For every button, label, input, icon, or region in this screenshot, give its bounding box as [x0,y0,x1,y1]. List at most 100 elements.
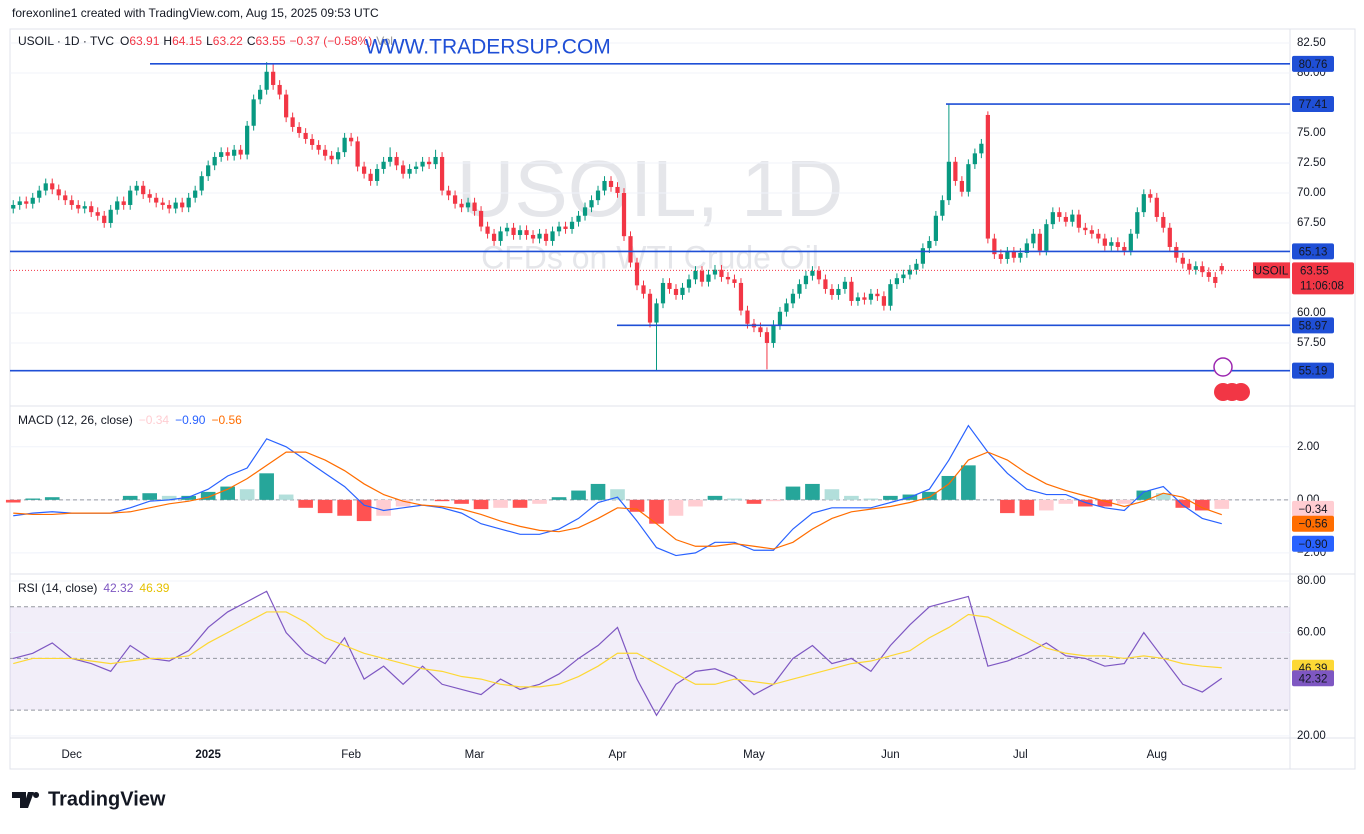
histogram-bar [493,499,508,508]
candle-body [693,270,698,280]
candle-body [1219,266,1224,271]
candle-body [654,303,659,323]
candle-body [167,204,172,209]
candle-body [336,152,341,160]
candle-body [394,156,399,166]
candle-body [1096,233,1101,239]
o-letter: O [120,34,129,48]
candle-body [439,156,445,191]
histogram-bar [1136,490,1152,500]
watermark-description: CFDs on WTI Crude Oil [481,239,819,275]
level-label-bg [1292,96,1334,113]
histogram-bar [1078,499,1093,507]
candle-body [1187,263,1192,270]
histogram-bar [259,473,274,500]
candle-body [160,202,165,205]
candle-body [569,221,575,229]
candle-body [37,190,42,198]
candle-body [433,156,438,165]
x-tick-label: Aug [1147,749,1167,761]
candle-body [1174,246,1179,258]
candle-body [1011,251,1016,258]
histogram-bar [649,499,664,524]
level-label: 77.41 [1299,99,1328,111]
candle-body [43,183,48,191]
candle-body [1122,246,1127,251]
histogram-bar [1214,499,1230,509]
candle-body [511,227,516,235]
y-tick-label: 80.00 [1297,575,1326,587]
candle-body [1102,238,1107,246]
candle-body [491,233,497,241]
indicator-line [13,611,1222,688]
candle-body [738,282,744,311]
histogram-bar [1155,493,1171,500]
candle-body [647,293,653,323]
l-letter: L [206,34,213,48]
flag-icon [1232,383,1250,401]
candle-body [699,270,705,282]
level-label: 55.19 [1299,366,1328,378]
candle-body [1044,224,1049,251]
symbol-tag: USOIL [1254,265,1289,277]
candle-body [407,168,412,174]
histogram-bar [454,499,469,504]
candle-body [790,293,796,304]
candle-body [1200,266,1205,273]
candle-body [50,183,55,190]
candle-body [1070,214,1075,222]
candle-body [543,233,549,241]
event-icons [1213,357,1250,401]
candle-body [316,144,321,150]
histogram-bar [785,486,801,500]
candle-body [1018,252,1023,258]
macd-tag-bg [1292,535,1334,552]
candle-body [342,137,347,153]
candle-body [582,207,588,216]
candle-body [95,212,100,216]
candle-body [979,143,984,154]
candle-body [310,138,315,145]
price-tag-bg [1292,262,1354,295]
x-tick-label: Jun [881,749,900,761]
candle-body [784,303,789,312]
histogram-bar [395,499,411,507]
brand: WWW.TRADERSUP.COM [365,36,611,59]
candle-body [998,254,1003,259]
candle-body [459,203,464,208]
histogram-bar [610,489,625,500]
histogram-bar [298,499,313,508]
candle-body [732,279,737,283]
histogram-bar [376,499,391,516]
histogram-bar [532,499,547,504]
candle-body [264,71,269,90]
candle-body [1135,212,1140,234]
candle-body [329,155,334,160]
candle-body [258,89,263,100]
candle-body [1083,227,1088,231]
candle-body [1141,194,1146,213]
candle-body [628,236,633,263]
candle-body [498,231,503,241]
candle-body [894,278,900,285]
candle-body [504,227,510,232]
y-tick-label: 75.00 [1297,127,1326,139]
volume: Vol [376,34,393,48]
candle-body [1076,214,1081,228]
candle-body [121,201,126,205]
macd-hist-value: −0.34 [139,413,170,427]
histogram-bar [824,489,840,500]
high: 64.15 [172,34,202,48]
histogram-bar [5,499,21,503]
event-icon [1213,357,1233,377]
signal-tag-bg [1292,515,1334,532]
candle-body [251,99,256,126]
change: −0.37 (−0.58%) [290,34,373,48]
candle-body [764,332,770,343]
candle-body [660,282,666,304]
candle-body [355,141,360,167]
macd-tag: −0.90 [1298,539,1327,551]
y-tick-label: 70.00 [1297,187,1326,199]
candle-body [608,180,614,187]
